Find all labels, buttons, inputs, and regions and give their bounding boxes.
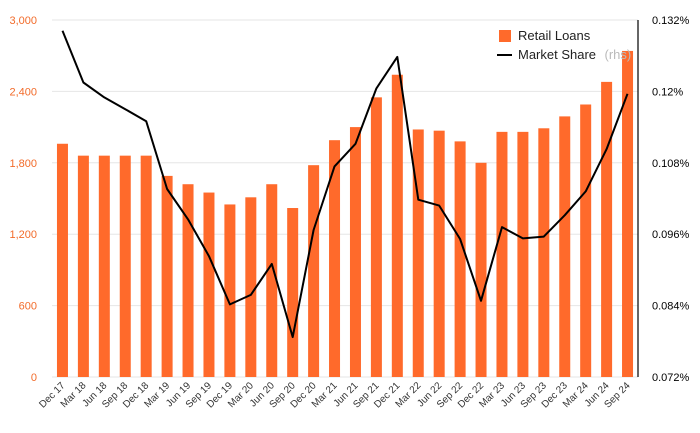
right-axis-ticks: 0.072% 0.084% 0.096% 0.108% 0.12% 0.132% — [652, 15, 690, 384]
left-tick-label: 3,000 — [9, 15, 37, 27]
retail-loans-bars — [56, 50, 634, 378]
legend-market-share-name: Market Share — [518, 47, 596, 62]
bar — [391, 74, 403, 378]
bar — [433, 130, 445, 377]
bar — [119, 155, 131, 377]
left-axis-ticks: 0 600 1,200 1,800 2,400 3,000 — [9, 15, 37, 384]
bar — [622, 50, 634, 377]
legend-market-share-label: Market Share (rhs) — [518, 46, 631, 63]
bar — [370, 97, 382, 377]
bar — [77, 155, 89, 377]
left-tick-label: 0 — [31, 372, 37, 384]
bar — [266, 184, 278, 377]
right-tick-label: 0.072% — [652, 372, 690, 384]
bar — [349, 127, 361, 377]
left-tick-label: 600 — [19, 301, 37, 313]
right-tick-label: 0.084% — [652, 301, 690, 313]
market-share-line-group — [61, 30, 629, 339]
left-tick-label: 1,200 — [9, 229, 37, 241]
left-tick-label: 1,800 — [9, 158, 37, 170]
right-tick-label: 0.096% — [652, 229, 690, 241]
bar — [224, 204, 236, 377]
bar — [287, 208, 299, 377]
bar — [580, 104, 592, 378]
bar — [203, 192, 215, 377]
bar — [329, 140, 341, 377]
bar — [56, 143, 68, 377]
bar — [182, 184, 194, 377]
bar — [454, 141, 466, 377]
bar — [559, 116, 571, 377]
legend-retail-loans-swatch — [499, 30, 511, 42]
right-tick-label: 0.12% — [652, 86, 683, 98]
right-tick-label: 0.132% — [652, 15, 690, 27]
right-tick-label: 0.108% — [652, 158, 690, 170]
bar — [475, 162, 487, 377]
bar — [140, 155, 152, 377]
bar — [161, 175, 173, 377]
legend: Retail Loans Market Share (rhs) — [497, 28, 631, 63]
legend-market-share-suffix: (rhs) — [605, 47, 632, 62]
legend-retail-loans-label: Retail Loans — [518, 28, 591, 43]
bar — [308, 165, 320, 377]
bar — [412, 129, 424, 377]
bar — [517, 131, 529, 377]
market-share-line — [61, 30, 629, 339]
left-tick-label: 2,400 — [9, 86, 37, 98]
bar — [245, 197, 257, 377]
gridlines — [52, 19, 638, 378]
bar — [538, 128, 550, 377]
bar — [496, 131, 508, 377]
bar — [98, 155, 110, 377]
bar — [601, 81, 613, 377]
